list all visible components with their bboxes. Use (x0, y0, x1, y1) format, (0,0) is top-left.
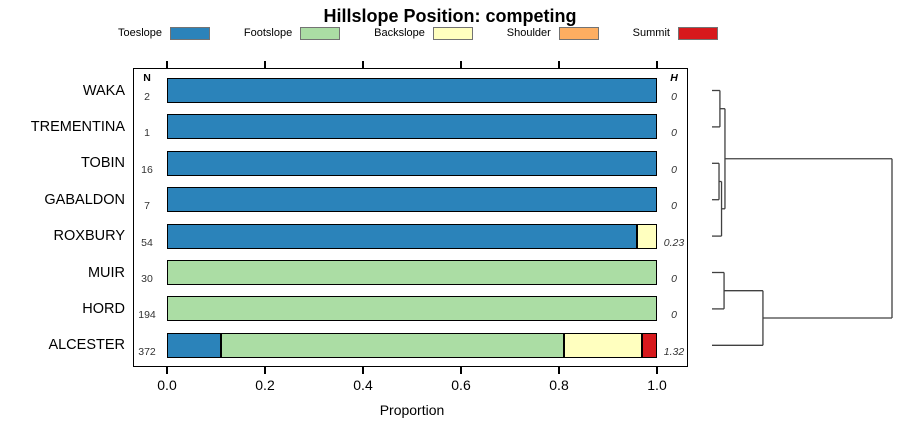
x-tick-bottom (362, 367, 364, 374)
legend-swatch-backslope (432, 26, 473, 40)
x-tick-top (460, 61, 462, 68)
row-label-waka: WAKA (82, 82, 125, 99)
x-tick-label: 0.2 (255, 377, 275, 393)
x-tick-top (362, 61, 364, 68)
row-label-muir: MUIR (87, 264, 125, 281)
h-value: 1.32 (663, 345, 685, 358)
h-value: 0 (671, 309, 677, 322)
x-tick-bottom (264, 367, 266, 374)
bar-segment-footslope (167, 260, 657, 285)
x-tick-label: 0.8 (549, 377, 569, 393)
bar-segment-footslope (220, 332, 564, 358)
bar-segment-backslope (563, 332, 643, 358)
bar-segment-toeslope (167, 187, 657, 213)
bar-segment-toeslope (167, 78, 657, 103)
legend-swatch-toeslope (170, 26, 211, 40)
x-tick-top (166, 61, 168, 68)
x-tick-label: 0.4 (353, 377, 373, 393)
legend-swatch-shoulder (558, 26, 599, 40)
h-column-header: H (670, 72, 678, 84)
n-value: 54 (141, 236, 153, 249)
bar-segment-toeslope (167, 114, 657, 140)
legend-swatch-summit (677, 26, 718, 40)
x-tick-bottom (656, 367, 658, 374)
x-tick-bottom (558, 367, 560, 374)
x-tick-top (558, 61, 560, 68)
legend-swatch-footslope (300, 26, 341, 40)
x-tick-top (656, 61, 658, 68)
bar-segment-toeslope (167, 150, 657, 176)
legend-label: Toeslope (118, 27, 163, 39)
h-value: 0 (671, 127, 677, 140)
n-value: 7 (144, 200, 150, 213)
row-label-hord: HORD (82, 300, 125, 317)
bar-segment-footslope (167, 296, 657, 322)
h-value: 0 (671, 200, 677, 213)
plot-area (133, 68, 688, 367)
x-tick-label: 0.0 (157, 377, 177, 393)
x-tick-top (264, 61, 266, 68)
row-label-trementina: TREMENTINA (30, 118, 125, 135)
h-value: 0 (671, 91, 677, 103)
x-tick-bottom (460, 367, 462, 374)
n-value: 1 (144, 127, 150, 140)
x-axis-title: Proportion (379, 402, 445, 418)
h-value: 0 (671, 273, 677, 285)
legend-entry-summit: Summit (632, 26, 718, 40)
x-tick-bottom (166, 367, 168, 374)
row-label-tobin: TOBIN (80, 155, 125, 172)
legend-label: Shoulder (506, 27, 551, 39)
bar-segment-summit (642, 332, 657, 358)
chart-title: Hillslope Position: competing (323, 6, 577, 26)
legend-label: Backslope (374, 27, 425, 39)
legend-label: Footslope (243, 27, 293, 39)
bar-segment-toeslope (167, 332, 221, 358)
bar-segment-backslope (637, 223, 657, 249)
legend: Toeslope Footslope Backslope Shoulder Summit (118, 25, 718, 41)
n-value: 194 (138, 309, 156, 322)
n-column-header: N (143, 72, 151, 84)
h-value: 0 (671, 163, 677, 176)
legend-entry-footslope: Footslope (243, 26, 341, 40)
bar-segment-toeslope (167, 223, 638, 249)
n-value: 372 (138, 345, 156, 358)
legend-label: Summit (632, 27, 670, 39)
row-label-alcester: ALCESTER (48, 337, 125, 354)
x-tick-label: 1.0 (647, 377, 667, 393)
n-value: 30 (141, 273, 153, 285)
x-tick-label: 0.6 (451, 377, 471, 393)
legend-entry-toeslope: Toeslope (118, 26, 211, 40)
row-label-gabaldon: GABALDON (44, 191, 125, 208)
n-value: 16 (141, 163, 153, 176)
row-label-roxbury: ROXBURY (53, 228, 125, 245)
legend-entry-shoulder: Shoulder (506, 26, 599, 40)
n-value: 2 (144, 91, 150, 103)
h-value: 0.23 (663, 236, 685, 249)
legend-entry-backslope: Backslope (374, 26, 473, 40)
